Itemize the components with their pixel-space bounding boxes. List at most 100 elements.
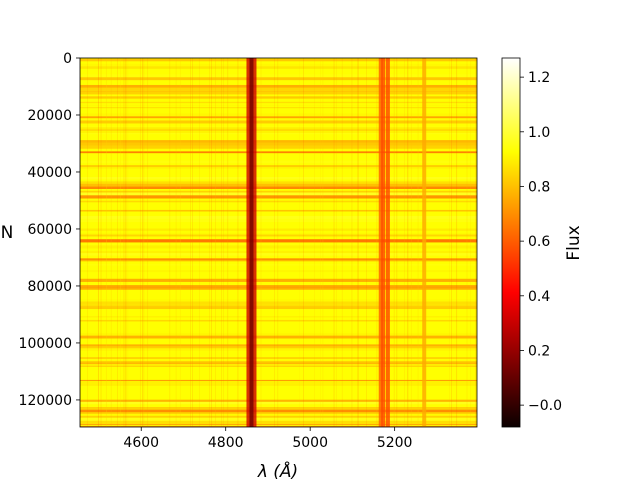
spectrum-row bbox=[80, 101, 477, 104]
spectrum-column bbox=[449, 58, 450, 427]
x-axis-label: λ (Å) bbox=[257, 460, 298, 480]
spectrum-column bbox=[139, 58, 141, 427]
spectrum-row bbox=[80, 383, 477, 386]
spectrum-row bbox=[80, 306, 477, 310]
spectrum-row bbox=[80, 186, 477, 189]
spectrum-row bbox=[80, 116, 477, 118]
spectrum-column bbox=[175, 58, 177, 427]
spectrum-column bbox=[227, 58, 229, 427]
spectrum-column bbox=[303, 58, 304, 427]
spectrum-column bbox=[105, 58, 107, 427]
spectrum-row bbox=[80, 58, 477, 62]
spectrum-row bbox=[80, 258, 477, 261]
absorption-line-core bbox=[249, 58, 254, 427]
spectrum-row bbox=[80, 360, 477, 363]
spectrum-row bbox=[80, 126, 477, 128]
spectrum-row bbox=[80, 242, 477, 243]
spectrum-column bbox=[404, 58, 405, 427]
spectrum-row bbox=[80, 305, 477, 307]
spectrum-row bbox=[80, 331, 477, 334]
spectrum-column bbox=[87, 58, 88, 427]
spectrum-column bbox=[100, 58, 102, 427]
spectrum-row bbox=[80, 425, 477, 427]
spectrum-row bbox=[80, 218, 477, 223]
spectrum-row bbox=[80, 77, 477, 81]
spectrum-column bbox=[190, 58, 191, 427]
y-tick-label: 20000 bbox=[27, 108, 72, 124]
y-tick-label: 120000 bbox=[19, 393, 72, 409]
spectrum-row bbox=[80, 420, 477, 424]
y-tick-label: 100000 bbox=[19, 336, 72, 352]
spectrum-row bbox=[80, 239, 477, 243]
spectrum-row bbox=[80, 113, 477, 117]
spectrum-row bbox=[80, 309, 477, 312]
absorption-line bbox=[422, 58, 427, 427]
spectrum-row bbox=[80, 348, 477, 351]
spectrum-row bbox=[80, 167, 477, 169]
spectrum-row bbox=[80, 127, 477, 130]
spectrum-row bbox=[80, 200, 477, 202]
spectrum-row bbox=[80, 399, 477, 402]
spectrum-row bbox=[80, 142, 477, 146]
y-tick-label: 0 bbox=[63, 51, 72, 67]
spectrum-row bbox=[80, 195, 477, 198]
spectrum-row bbox=[80, 362, 477, 364]
spectrum-row bbox=[80, 333, 477, 336]
spectrum-column bbox=[237, 58, 239, 427]
spectrum-row bbox=[80, 380, 477, 384]
spectrum-column bbox=[143, 58, 145, 427]
colorbar-tick-label: 0.2 bbox=[528, 343, 550, 359]
spectrum-row bbox=[80, 401, 477, 405]
spectrum-column bbox=[215, 58, 216, 427]
spectrum-column bbox=[314, 58, 316, 427]
spectrum-row bbox=[80, 412, 477, 415]
y-tick-label: 80000 bbox=[27, 279, 72, 295]
y-axis-label: N bbox=[1, 223, 14, 243]
spectrum-row bbox=[80, 301, 477, 305]
spectrum-row bbox=[80, 190, 477, 193]
spectrum-column bbox=[209, 58, 210, 427]
spectrum-column bbox=[127, 58, 129, 427]
spectrum-column bbox=[396, 58, 398, 427]
spectrum-row bbox=[80, 151, 477, 154]
spectrum-column bbox=[123, 58, 125, 427]
spectrum-row bbox=[80, 84, 477, 87]
spectrum-column bbox=[333, 58, 335, 427]
spectrum-row bbox=[80, 87, 477, 91]
spectrum-row bbox=[80, 346, 477, 349]
spectrum-row bbox=[80, 253, 477, 256]
spectrum-row bbox=[80, 278, 477, 282]
spectrum-row bbox=[80, 233, 477, 236]
spectrum-row bbox=[80, 130, 477, 134]
x-tick-label: 4600 bbox=[123, 435, 159, 451]
y-tick-label: 60000 bbox=[27, 222, 72, 238]
spectrum-row bbox=[80, 235, 477, 237]
spectrum-row bbox=[80, 415, 477, 418]
spectrum-row bbox=[80, 133, 477, 135]
spectrum-row bbox=[80, 363, 477, 365]
colorbar-tick-label: 0.8 bbox=[528, 179, 550, 195]
colorbar bbox=[501, 57, 521, 428]
spectrum-column bbox=[470, 58, 471, 427]
colorbar-tick-label: 1.0 bbox=[528, 125, 550, 141]
spectrum-column bbox=[366, 58, 367, 427]
spectrum-column bbox=[320, 58, 321, 427]
spectrum-row bbox=[80, 181, 477, 183]
y-tick-label: 40000 bbox=[27, 165, 72, 181]
colorbar-ticks: −0.0 0.2 0.4 0.6 0.8 1.0 1.2 bbox=[520, 70, 562, 414]
spectrum-column bbox=[335, 58, 337, 427]
spectrum-column bbox=[341, 58, 343, 427]
x-tick-label: 5000 bbox=[292, 435, 328, 451]
spectrum-column bbox=[147, 58, 149, 427]
spectrum-row bbox=[80, 92, 477, 95]
spectrum-row bbox=[80, 120, 477, 124]
colorbar-tick-label: 0.6 bbox=[528, 234, 550, 250]
spectrum-row bbox=[80, 344, 477, 347]
spectrum-row bbox=[80, 201, 477, 203]
spectrum-column bbox=[120, 58, 121, 427]
spectrum-row bbox=[80, 304, 477, 306]
y-axis-ticks: 0 20000 40000 60000 80000 100000 120000 bbox=[19, 51, 80, 409]
spectrum-row bbox=[80, 260, 477, 262]
spectrum-row bbox=[80, 417, 477, 421]
